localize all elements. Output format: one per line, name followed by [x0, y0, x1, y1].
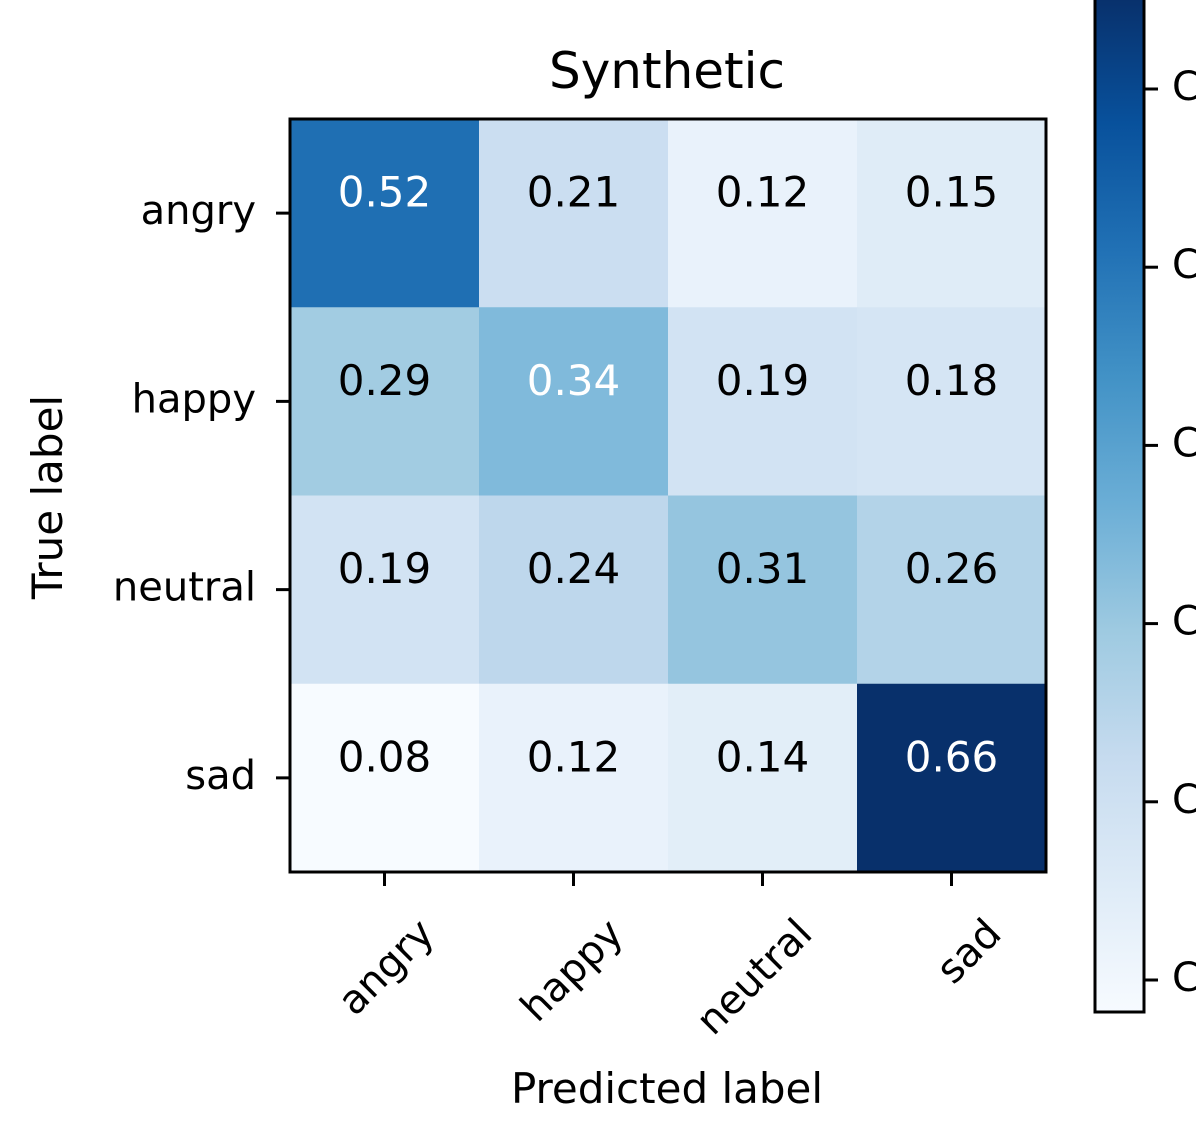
- y-tick-label: neutral: [113, 565, 256, 611]
- x-tick-label: sad: [928, 910, 1011, 993]
- x-axis-ticks: angry happy neutral sad: [329, 872, 1010, 1044]
- y-tick-label: happy: [132, 376, 256, 422]
- heatmap-cell: [479, 119, 669, 308]
- cell-value-label: 0.29: [338, 356, 432, 405]
- heatmap-cell: [479, 307, 669, 496]
- plot-frame: [288, 117, 1048, 874]
- heatmap-cell: [668, 495, 858, 685]
- heatmap-cell: [857, 119, 1047, 308]
- cell-value-label: 0.12: [527, 732, 621, 781]
- colorbar-ticks: C C C C C C: [1144, 64, 1196, 1001]
- colorbar: [1093, 0, 1146, 1014]
- heatmap-cell: [668, 119, 858, 308]
- cell-value-label: 0.18: [905, 356, 999, 405]
- cell-value-label: 0.34: [527, 356, 621, 405]
- heatmap-cell: [479, 683, 669, 873]
- colorbar-tick-label: C: [1172, 777, 1196, 823]
- cell-value-label: 0.52: [338, 168, 432, 217]
- cell-value-label: 0.24: [527, 544, 621, 593]
- x-axis-title: Predicted label: [511, 1064, 823, 1113]
- heatmap-cell-labels: 0.52 0.21 0.12 0.15 0.29 0.34 0.19 0.18 0.19 0.24…: [338, 168, 999, 782]
- heatmap-cell: [857, 683, 1047, 873]
- cell-value-label: 0.15: [905, 168, 999, 217]
- heatmap-cell: [290, 495, 480, 685]
- cell-value-label: 0.26: [905, 544, 999, 593]
- y-axis-ticks: angry happy neutral sad: [113, 188, 290, 799]
- x-tick-label: happy: [512, 910, 632, 1030]
- heatmap-cell: [290, 119, 480, 308]
- heatmap-cells: [290, 119, 1047, 873]
- y-axis-title: True label: [23, 395, 72, 600]
- colorbar-tick-label: C: [1172, 599, 1196, 645]
- colorbar-tick-label: C: [1172, 64, 1196, 110]
- heatmap-cell: [668, 307, 858, 496]
- heatmap-cell: [290, 307, 480, 496]
- heatmap-cell: [857, 495, 1047, 685]
- cell-value-label: 0.14: [716, 732, 810, 781]
- y-tick-label: angry: [141, 188, 256, 234]
- x-tick-label: angry: [329, 910, 443, 1024]
- cell-value-label: 0.12: [716, 168, 810, 217]
- heatmap-cell: [479, 495, 669, 685]
- cell-value-label: 0.19: [716, 356, 810, 405]
- cell-value-label: 0.08: [338, 732, 432, 781]
- cell-value-label: 0.66: [905, 732, 999, 781]
- colorbar-tick-label: C: [1172, 955, 1196, 1001]
- heatmap-cell: [857, 307, 1047, 496]
- heatmap-cell: [668, 683, 858, 873]
- x-tick-label: neutral: [688, 910, 822, 1044]
- heatmap-cell: [290, 683, 480, 873]
- chart-title: Synthetic: [549, 42, 785, 100]
- cell-value-label: 0.19: [338, 544, 432, 593]
- colorbar-tick-label: C: [1172, 420, 1196, 466]
- cell-value-label: 0.21: [527, 168, 621, 217]
- colorbar-tick-label: C: [1172, 242, 1196, 288]
- cell-value-label: 0.31: [716, 544, 810, 593]
- y-tick-label: sad: [185, 753, 256, 799]
